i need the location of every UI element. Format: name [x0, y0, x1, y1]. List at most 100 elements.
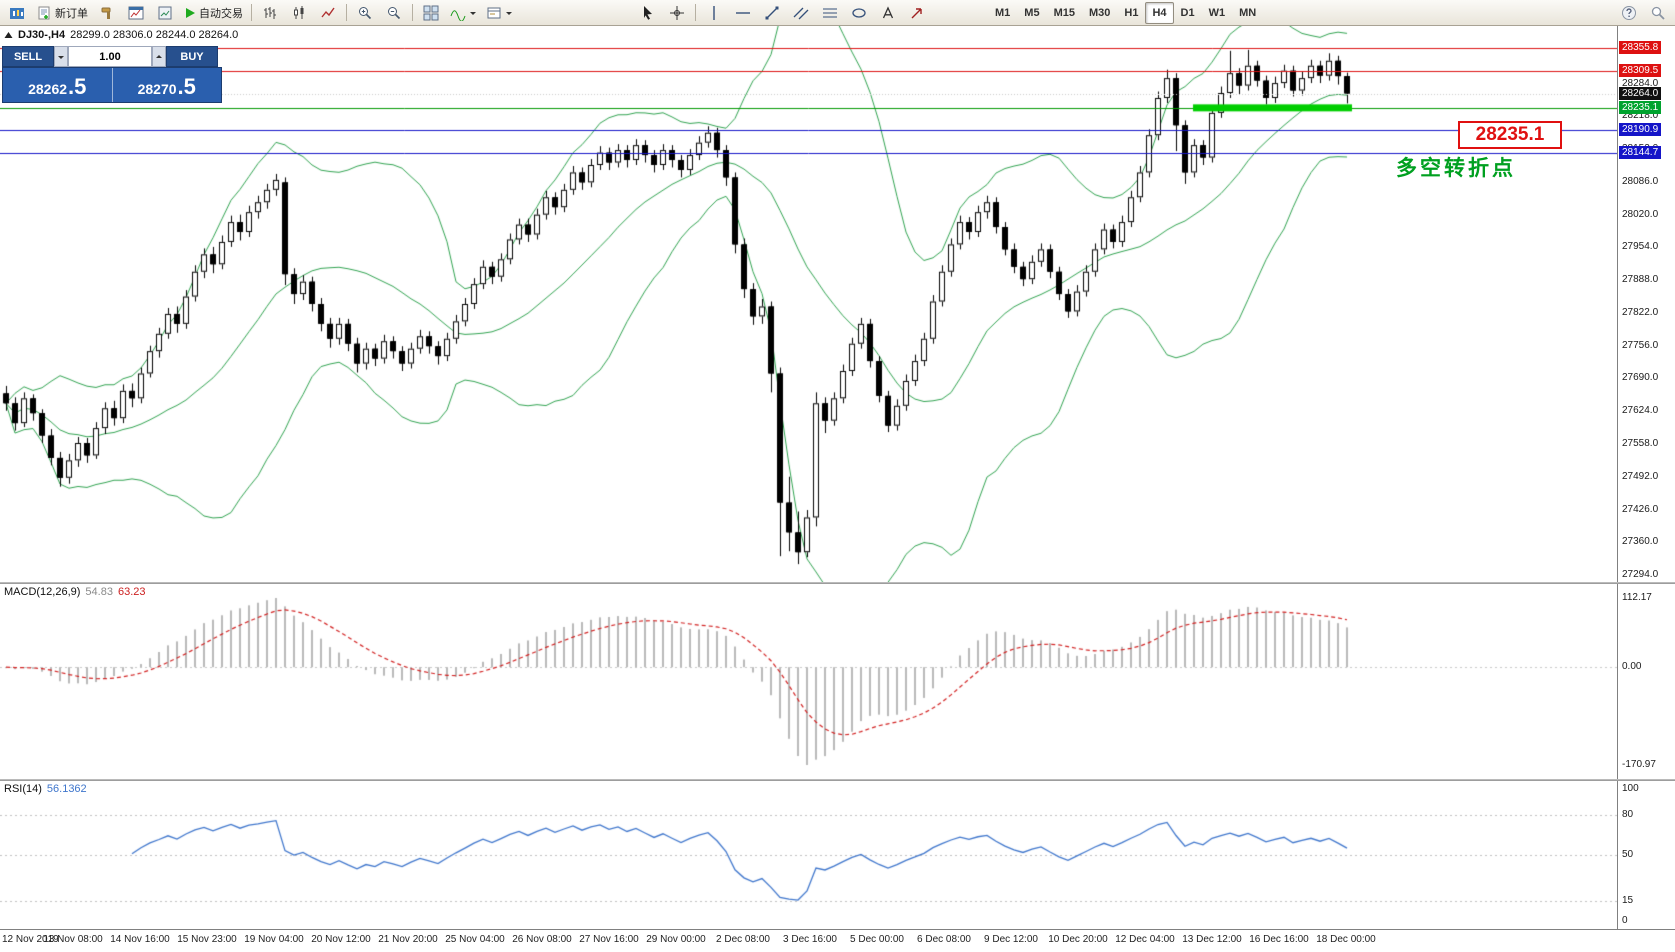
timeframe-w1-button[interactable]: W1 [1208, 6, 1226, 19]
rsi-canvas[interactable] [0, 781, 1617, 929]
sell-price[interactable]: 28262.5 [3, 68, 112, 102]
price-badge: 28190.9 [1619, 122, 1662, 136]
indicators-button[interactable] [446, 1, 481, 25]
text-icon[interactable] [874, 1, 902, 25]
main-chart-panel: DJ30-,H4 28299.0 28306.0 28244.0 28264.0… [0, 26, 1617, 582]
time-label: 13 Nov 08:00 [43, 934, 103, 945]
price-tick-label: 27360.0 [1622, 536, 1659, 548]
vertical-line-icon[interactable] [700, 1, 728, 25]
macd-signal-value: 63.23 [117, 586, 146, 598]
macd-panel: MACD(12,26,9) 54.83 63.23 [0, 584, 1617, 779]
price-tick-label: 27954.0 [1622, 241, 1659, 253]
time-label: 18 Dec 00:00 [1316, 934, 1376, 945]
buy-price[interactable]: 28270.5 [113, 68, 222, 102]
toolbar-separator [412, 4, 413, 21]
rsi-axis-label: 0 [1622, 915, 1628, 926]
panel-splitter[interactable] [0, 779, 1675, 781]
candlestick-chart-icon[interactable] [285, 1, 313, 25]
buy-button[interactable]: BUY [166, 46, 218, 67]
price-tick-label: 27558.0 [1622, 437, 1659, 449]
crosshair-icon[interactable] [663, 1, 691, 25]
zoom-in-icon[interactable] [351, 1, 379, 25]
chart-ohlc-values: 28299.0 28306.0 28244.0 28264.0 [70, 29, 239, 41]
price-tick-label: 27690.0 [1622, 372, 1659, 384]
time-label: 10 Dec 20:00 [1048, 934, 1108, 945]
one-click-toggle-icon[interactable] [4, 31, 13, 39]
trendline-icon[interactable] [758, 1, 786, 25]
expert-advisors-icon[interactable] [93, 1, 121, 25]
toolbar-separator [346, 4, 347, 21]
timeframe-m15-button[interactable]: M15 [1053, 6, 1075, 19]
cursor-icon[interactable] [634, 1, 662, 25]
price-tick-label: 27492.0 [1622, 470, 1659, 482]
profiles-icon[interactable] [151, 1, 179, 25]
search-icon[interactable] [1644, 1, 1672, 25]
macd-main-value: 54.83 [85, 586, 113, 598]
volume-decrease-button[interactable] [54, 46, 68, 67]
bar-chart-icon[interactable] [256, 1, 284, 25]
price-tick-label: 27624.0 [1622, 405, 1659, 417]
sell-button[interactable]: SELL [2, 46, 54, 67]
rsi-axis-label: 80 [1622, 809, 1634, 821]
time-label: 25 Nov 04:00 [445, 934, 505, 945]
time-label: 3 Dec 16:00 [783, 934, 837, 945]
time-label: 21 Nov 20:00 [378, 934, 438, 945]
volume-increase-button[interactable] [152, 46, 166, 67]
price-tick-label: 27756.0 [1622, 339, 1659, 351]
shapes-icon[interactable] [845, 1, 873, 25]
time-label: 26 Nov 08:00 [512, 934, 572, 945]
autotrading-label: 自动交易 [199, 7, 243, 20]
arrows-icon[interactable] [903, 1, 931, 25]
buy-price-main: 28270 [137, 81, 177, 97]
horizontal-line-icon[interactable] [729, 1, 757, 25]
main-chart-canvas[interactable] [0, 26, 1617, 582]
panel-splitter[interactable] [0, 582, 1675, 584]
help-icon[interactable] [1615, 1, 1643, 25]
time-label: 12 Dec 04:00 [1115, 934, 1175, 945]
price-axis[interactable]: 28284.028218.028152.028086.028020.027954… [1617, 26, 1675, 929]
chevron-down-icon [470, 11, 476, 15]
macd-name: MACD(12,26,9) [4, 586, 81, 598]
sell-price-main: 28262 [28, 81, 68, 97]
templates-button[interactable] [482, 1, 517, 25]
timeframe-mn-button[interactable]: MN [1239, 6, 1257, 19]
timeframe-m30-button[interactable]: M30 [1088, 6, 1111, 19]
time-axis[interactable]: 12 Nov 2019 13 Nov 08:00 14 Nov 16:00 15 No… [0, 929, 1675, 951]
rsi-panel: RSI(14) 56.1362 [0, 781, 1617, 929]
price-tick-label: 28284.0 [1622, 77, 1659, 89]
new-order-button[interactable]: 新订单 [32, 1, 92, 25]
time-label: 2 Dec 08:00 [716, 934, 770, 945]
timeframe-toolbar: M1 M5 M15 M30 H1 H4 D1 W1 MN [988, 1, 1263, 24]
autotrading-button[interactable]: 自动交易 [180, 1, 247, 25]
new-order-icon [38, 6, 50, 19]
price-badge: 28309.5 [1619, 63, 1662, 77]
price-callout-box[interactable]: 28235.1 [1458, 121, 1562, 149]
tile-windows-icon[interactable] [417, 1, 445, 25]
toolbar-separator [251, 4, 252, 21]
price-badge: 28235.1 [1619, 100, 1662, 114]
time-label: 27 Nov 16:00 [579, 934, 639, 945]
timeframe-h4-button[interactable]: H4 [1145, 1, 1174, 24]
fibonacci-icon[interactable] [816, 1, 844, 25]
rsi-axis-label: 50 [1622, 849, 1634, 860]
rsi-axis-label: 100 [1622, 783, 1639, 794]
new-order-label: 新订单 [55, 7, 88, 20]
volume-input[interactable] [68, 46, 152, 67]
timeframe-h1-button[interactable]: H1 [1124, 6, 1139, 19]
time-label: 15 Nov 23:00 [177, 934, 237, 945]
chevron-down-icon [58, 55, 64, 59]
timeframe-m1-button[interactable]: M1 [995, 6, 1011, 19]
channel-icon[interactable] [787, 1, 815, 25]
templates-icon [487, 7, 501, 18]
chart-window-icon[interactable] [122, 1, 150, 25]
zoom-out-icon[interactable] [380, 1, 408, 25]
time-label: 9 Dec 12:00 [984, 934, 1038, 945]
price-tick-label: 27822.0 [1622, 306, 1659, 318]
sell-price-pip: .5 [68, 74, 87, 99]
price-tick-label: 27294.0 [1622, 569, 1659, 581]
timeframe-d1-button[interactable]: D1 [1180, 6, 1195, 19]
time-label: 19 Nov 04:00 [244, 934, 304, 945]
line-chart-icon[interactable] [314, 1, 342, 25]
macd-canvas[interactable] [0, 584, 1617, 779]
timeframe-m5-button[interactable]: M5 [1024, 6, 1040, 19]
